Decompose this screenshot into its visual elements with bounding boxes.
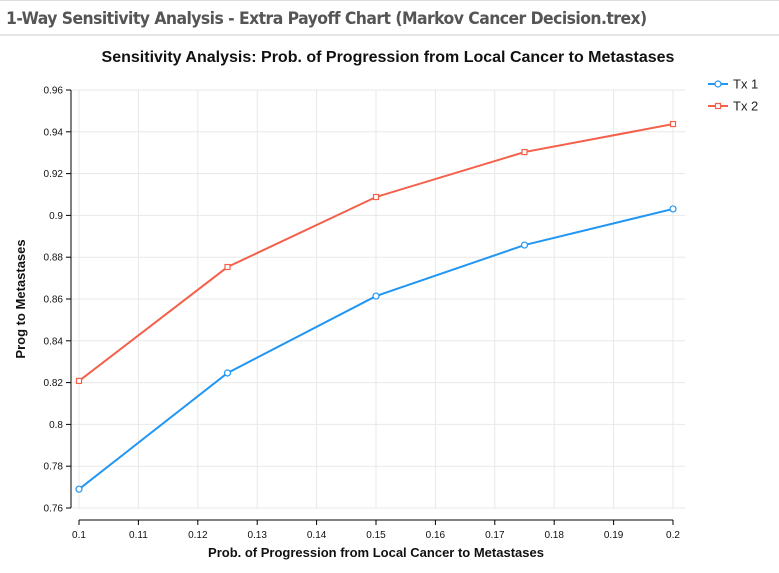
x-tick-label: 0.13: [247, 530, 267, 541]
legend: Tx 1 Tx 2: [708, 77, 758, 114]
data-point: [669, 120, 677, 128]
grid: [72, 89, 685, 509]
y-tick-label: 0.92: [44, 169, 64, 180]
x-tick-label: 0.15: [366, 530, 386, 541]
x-tick-label: 0.17: [485, 530, 505, 541]
legend-label: Tx 1: [733, 77, 758, 92]
x-tick-label: 0.18: [544, 530, 564, 541]
y-tick-label: 0.8: [49, 420, 63, 431]
legend-label: Tx 2: [733, 99, 758, 114]
x-tick-label: 0.2: [666, 530, 680, 541]
y-axis-label: Prog to Metastases: [13, 239, 28, 358]
x-tick-label: 0.12: [188, 530, 208, 541]
data-point: [75, 485, 83, 493]
data-point: [223, 369, 232, 377]
y-tick-label: 0.86: [44, 295, 64, 306]
series: [75, 120, 677, 493]
x-tick-label: 0.19: [604, 530, 624, 541]
legend-marker: [714, 102, 722, 110]
y-tick-label: 0.94: [44, 127, 64, 138]
window-titlebar: 1-Way Sensitivity Analysis - Extra Payof…: [0, 0, 779, 36]
x-tick-label: 0.16: [426, 530, 446, 541]
data-point: [224, 263, 231, 271]
y-tick-label: 0.88: [44, 253, 64, 264]
data-point: [372, 292, 380, 300]
data-point: [372, 193, 380, 201]
x-tick-label: 0.1: [72, 530, 86, 541]
y-tick-label: 0.78: [44, 462, 64, 473]
chart-title: Sensitivity Analysis: Prob. of Progressi…: [102, 49, 675, 66]
chart: Sensitivity Analysis: Prob. of Progressi…: [13, 49, 758, 560]
x-axis-label: Prob. of Progression from Local Cancer t…: [208, 545, 544, 560]
data-point: [521, 148, 528, 156]
data-point: [520, 241, 529, 249]
x-tick-label: 0.14: [307, 530, 327, 541]
axes: 0.1 0.11 0.12 0.13 0.14 0.15 0.16 0.17 0.18 0.19 0…: [44, 86, 681, 542]
y-tick-label: 0.9: [49, 211, 63, 222]
y-tick-label: 0.84: [44, 336, 64, 347]
data-point: [75, 377, 83, 385]
y-tick-label: 0.76: [44, 504, 64, 515]
legend-marker: [714, 80, 722, 88]
window-title: 1-Way Sensitivity Analysis - Extra Payof…: [6, 9, 647, 29]
y-tick-label: 0.96: [44, 86, 64, 97]
x-tick-label: 0.11: [129, 530, 148, 541]
y-tick-label: 0.82: [44, 378, 64, 389]
data-point: [669, 205, 677, 213]
